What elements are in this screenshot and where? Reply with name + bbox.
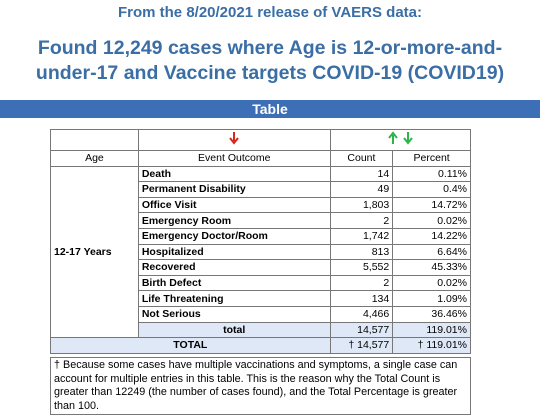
total-row: TOTAL † 14,577 † 119.01% <box>50 337 471 354</box>
count: 4,466 <box>329 305 394 323</box>
event-outcome: Office Visit <box>137 196 331 214</box>
percent: 0.02% <box>392 212 471 229</box>
subtotal-label: total <box>137 321 331 339</box>
count: 2 <box>329 274 394 292</box>
sort-arrow-up[interactable] <box>387 131 399 145</box>
data-row: Hospitalized 813 6.64% <box>51 243 471 261</box>
percent: 14.22% <box>392 227 471 245</box>
section-title: Table <box>0 100 540 118</box>
header-row: Age Event Outcome Count Percent <box>50 150 471 167</box>
data-table: Age Event Outcome Count Percent 12-17 Years… <box>50 129 472 354</box>
column-header: Age <box>50 150 139 167</box>
event-outcome: Birth Defect <box>137 274 331 292</box>
event-outcome: Not Serious <box>137 305 331 323</box>
footnote: † Because some cases have multiple vacci… <box>50 357 471 415</box>
count: 49 <box>329 181 394 198</box>
data-row: Permanent Disability 49 0.4% <box>51 181 471 198</box>
sort-arrow-down[interactable] <box>402 131 414 145</box>
percent: 1.09% <box>392 290 471 307</box>
subtotal-percent: 119.01% <box>392 321 471 339</box>
percent: 0.02% <box>392 274 471 292</box>
event-outcome: Permanent Disability <box>137 181 331 198</box>
event-outcome: Hospitalized <box>137 243 331 261</box>
count: 5,552 <box>329 259 394 276</box>
event-outcome: Emergency Room <box>137 212 331 229</box>
sort-arrow-down[interactable] <box>228 131 240 145</box>
count: 1,742 <box>329 227 394 245</box>
cell <box>137 129 331 151</box>
count: 2 <box>329 212 394 229</box>
age-group: 12-17 Years <box>50 165 139 339</box>
total-percent: † 119.01% <box>392 337 471 354</box>
total-count: † 14,577 <box>329 337 394 354</box>
column-header: Event Outcome <box>137 150 331 167</box>
subtotal-row: total 14,577 119.01% <box>51 321 471 339</box>
count: 1,803 <box>329 196 394 214</box>
data-row: Birth Defect 2 0.02% <box>51 274 471 292</box>
cell <box>329 129 472 151</box>
data-row: Emergency Room 2 0.02% <box>51 212 471 229</box>
count: 14 <box>329 165 394 183</box>
subtotal-count: 14,577 <box>329 321 394 339</box>
release-note: From the 8/20/2021 release of VAERS data… <box>117 4 422 21</box>
percent: 0.11% <box>392 165 471 183</box>
percent: 6.64% <box>392 243 471 261</box>
column-header: Count <box>329 150 394 167</box>
event-outcome: Emergency Doctor/Room <box>137 227 331 245</box>
event-outcome: Death <box>137 165 331 183</box>
event-outcome: Life Threatening <box>137 290 331 307</box>
percent: 0.4% <box>392 181 471 198</box>
percent: 36.46% <box>392 305 471 323</box>
count: 134 <box>329 290 394 307</box>
percent: 14.72% <box>392 196 471 214</box>
page-title: Found 12,249 cases where Age is 12-or-mo… <box>35 37 505 84</box>
count: 813 <box>329 243 394 261</box>
column-header: Percent <box>392 150 471 167</box>
cell <box>50 129 139 151</box>
data-row: 12-17 Years Death 14 0.11% <box>50 165 471 339</box>
percent: 45.33% <box>392 259 471 276</box>
event-outcome: Recovered <box>137 259 331 276</box>
total-label: TOTAL <box>50 337 331 354</box>
sort-row <box>50 129 472 151</box>
